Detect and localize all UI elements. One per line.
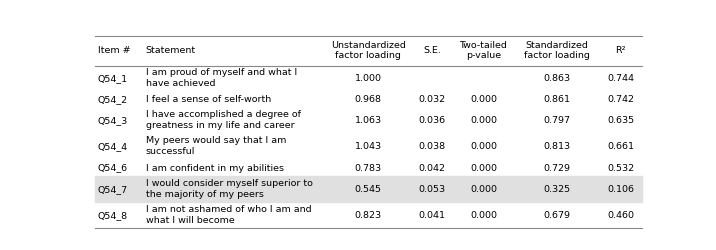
Text: 0.325: 0.325 [543,185,571,194]
Text: 0.744: 0.744 [607,74,634,83]
Text: 0.000: 0.000 [470,185,497,194]
Text: 1.063: 1.063 [354,116,382,126]
Text: 0.823: 0.823 [354,211,382,220]
Text: 0.000: 0.000 [470,95,497,104]
Bar [95,176,642,202]
Text: I have accomplished a degree of
greatness in my life and career: I have accomplished a degree of greatnes… [146,110,301,130]
Text: Q54_7: Q54_7 [98,185,128,194]
Text: 1.043: 1.043 [354,142,382,152]
Text: 0.813: 0.813 [543,142,571,152]
Text: 0.042: 0.042 [419,164,446,172]
Text: 0.053: 0.053 [419,185,446,194]
Text: 0.106: 0.106 [607,185,634,194]
Text: 0.041: 0.041 [419,211,446,220]
Text: 0.460: 0.460 [607,211,634,220]
Text: 0.635: 0.635 [607,116,634,126]
Text: S.E.: S.E. [423,46,441,55]
Text: I am proud of myself and what I
have achieved: I am proud of myself and what I have ach… [146,68,297,88]
Text: I am confident in my abilities: I am confident in my abilities [146,164,284,172]
Text: 0.661: 0.661 [607,142,634,152]
Text: 0.000: 0.000 [470,211,497,220]
Text: 1.000: 1.000 [355,74,382,83]
Text: Unstandardized
factor loading: Unstandardized factor loading [331,41,406,60]
Text: I am not ashamed of who I am and
what I will become: I am not ashamed of who I am and what I … [146,204,311,225]
Text: My peers would say that I am
successful: My peers would say that I am successful [146,136,286,156]
Text: 0.032: 0.032 [419,95,446,104]
Text: Q54_3: Q54_3 [98,116,128,126]
Text: 0.797: 0.797 [543,116,571,126]
Text: 0.000: 0.000 [470,142,497,152]
Text: 0.038: 0.038 [419,142,446,152]
Text: Q54_6: Q54_6 [98,164,128,172]
Text: 0.000: 0.000 [470,116,497,126]
Text: 0.545: 0.545 [355,185,382,194]
Text: Statement: Statement [146,46,196,55]
Text: 0.036: 0.036 [419,116,446,126]
Text: Q54_2: Q54_2 [98,95,128,104]
Text: I would consider myself superior to
the majority of my peers: I would consider myself superior to the … [146,178,313,199]
Text: Standardized
factor loading: Standardized factor loading [524,41,590,60]
Text: 0.783: 0.783 [354,164,382,172]
Text: Two-tailed
p-value: Two-tailed p-value [460,41,508,60]
Text: 0.742: 0.742 [607,95,634,104]
Text: 0.000: 0.000 [470,164,497,172]
Text: I feel a sense of self-worth: I feel a sense of self-worth [146,95,271,104]
Text: Item #: Item # [98,46,130,55]
Text: R²: R² [616,46,626,55]
Text: 0.532: 0.532 [607,164,634,172]
Text: Q54_8: Q54_8 [98,211,128,220]
Text: Q54_4: Q54_4 [98,142,128,152]
Text: 0.679: 0.679 [543,211,571,220]
Text: 0.968: 0.968 [355,95,382,104]
Text: 0.861: 0.861 [543,95,571,104]
Text: Q54_1: Q54_1 [98,74,128,83]
Text: 0.863: 0.863 [543,74,571,83]
Text: 0.729: 0.729 [543,164,571,172]
